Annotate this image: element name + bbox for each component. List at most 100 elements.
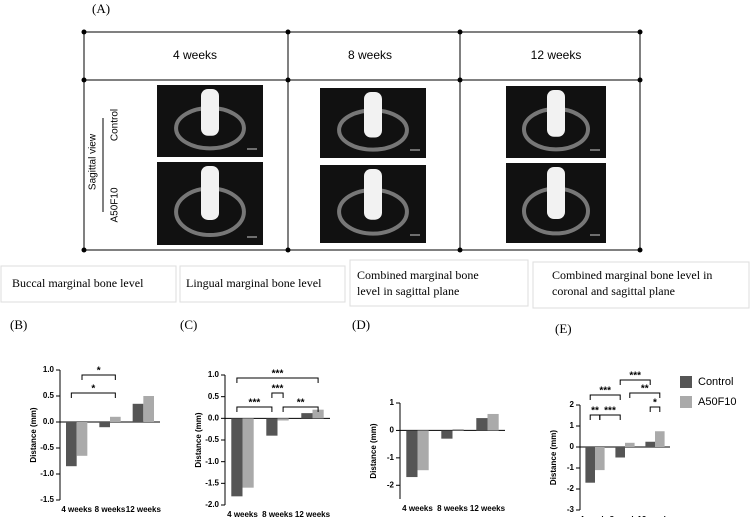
implant bbox=[547, 167, 565, 219]
implant bbox=[547, 90, 565, 137]
sig-label: *** bbox=[629, 371, 641, 382]
bar bbox=[406, 430, 418, 478]
sig-bracket bbox=[649, 406, 661, 412]
bar bbox=[242, 418, 254, 488]
y-tick-label: 0 bbox=[570, 442, 575, 451]
y-tick-label: 1 bbox=[570, 421, 575, 430]
heading-line: coronal and sagittal plane bbox=[552, 284, 675, 298]
panel-label: (E) bbox=[555, 321, 572, 336]
bar bbox=[615, 447, 625, 458]
sig-bracket bbox=[81, 374, 116, 380]
legend-swatch bbox=[680, 396, 692, 408]
x-tick-label: 8 weeks bbox=[95, 505, 126, 514]
x-tick-label: 12 weeks bbox=[470, 504, 506, 513]
y-tick-label: -1 bbox=[567, 463, 575, 472]
x-tick-label: 12 weeks bbox=[126, 505, 162, 514]
sig-label: * bbox=[653, 398, 657, 409]
sig-bracket bbox=[236, 377, 319, 383]
x-tick-label: 4 weeks bbox=[402, 504, 433, 513]
heading-line: Combined marginal bone level in bbox=[552, 268, 712, 282]
bar bbox=[66, 422, 77, 467]
bar bbox=[301, 413, 313, 419]
bar bbox=[645, 441, 655, 447]
bar bbox=[417, 430, 429, 471]
y-tick-label: -1.5 bbox=[40, 495, 54, 504]
bar bbox=[487, 413, 499, 431]
y-tick-label: 1.0 bbox=[208, 370, 220, 379]
chart-heading: Combined marginal bone level in sagittal … bbox=[357, 268, 479, 298]
sig-label: ** bbox=[297, 398, 305, 409]
bar bbox=[132, 403, 144, 422]
bar bbox=[595, 447, 605, 471]
bar bbox=[277, 418, 289, 421]
bar bbox=[655, 431, 665, 447]
grid-dots bbox=[81, 29, 643, 253]
column-label: 8 weeks bbox=[348, 48, 392, 62]
x-tick-label: 8 weeks bbox=[262, 510, 293, 517]
column-label: 4 weeks bbox=[173, 48, 217, 62]
panel-label: (D) bbox=[352, 317, 370, 332]
implant bbox=[364, 92, 382, 138]
y-tick-label: -1 bbox=[387, 453, 395, 462]
panel-grid bbox=[83, 31, 641, 251]
bar bbox=[99, 422, 110, 428]
ct-images bbox=[157, 85, 606, 245]
implant bbox=[364, 169, 382, 220]
heading-boxes bbox=[0, 259, 750, 309]
y-tick-label: 0.0 bbox=[208, 413, 220, 422]
x-tick-label: 12 weeks bbox=[295, 510, 331, 517]
y-tick-label: -0.5 bbox=[40, 443, 54, 452]
sig-label: *** bbox=[272, 384, 284, 395]
y-tick-label: -1.5 bbox=[205, 478, 219, 487]
heading-line: level in sagittal plane bbox=[357, 284, 459, 298]
sig-label: *** bbox=[249, 398, 261, 409]
x-tick-label: 8 weeks bbox=[437, 504, 468, 513]
x-tick-label: 8 weeks bbox=[610, 515, 641, 517]
sig-label: ** bbox=[591, 406, 599, 417]
y-tick-label: 2 bbox=[570, 400, 575, 409]
bar bbox=[312, 409, 324, 419]
x-tick-label: 4 weeks bbox=[580, 515, 611, 517]
chart-heading: Lingual marginal bone level bbox=[186, 276, 322, 290]
bar bbox=[110, 416, 121, 422]
y-tick-label: 0.5 bbox=[43, 391, 55, 400]
bar bbox=[441, 430, 453, 439]
bar bbox=[476, 418, 488, 431]
bar bbox=[452, 429, 464, 431]
sig-label: ** bbox=[641, 384, 649, 395]
bar bbox=[231, 418, 243, 497]
implant bbox=[201, 166, 219, 220]
y-tick-label: 1.0 bbox=[43, 365, 55, 374]
row-label: A50F10 bbox=[110, 187, 121, 222]
x-tick-label: 4 weeks bbox=[227, 510, 258, 517]
chart-heading: Buccal marginal bone level bbox=[12, 276, 144, 290]
y-tick-label: 0.0 bbox=[43, 417, 55, 426]
sig-label: * bbox=[97, 366, 101, 377]
y-tick-label: -2 bbox=[387, 480, 395, 489]
y-tick-label: -2.0 bbox=[205, 500, 219, 509]
sig-label: * bbox=[91, 384, 95, 395]
y-tick-label: 0 bbox=[390, 426, 395, 435]
column-label: 12 weeks bbox=[531, 48, 582, 62]
panel-label: (C) bbox=[180, 317, 197, 332]
y-tick-label: 1 bbox=[390, 398, 395, 407]
sig-bracket bbox=[589, 394, 621, 400]
bar bbox=[143, 396, 154, 422]
y-axis-label: Distance (mm) bbox=[194, 412, 203, 467]
sig-label: *** bbox=[599, 386, 611, 397]
legend-label: A50F10 bbox=[698, 396, 737, 408]
figure-label: (A) bbox=[92, 1, 110, 16]
y-tick-label: -1.0 bbox=[205, 457, 219, 466]
y-axis-label: Distance (mm) bbox=[549, 430, 558, 485]
y-tick-label: -2 bbox=[567, 484, 575, 493]
sig-label: *** bbox=[272, 369, 284, 380]
sig-bracket bbox=[599, 414, 621, 420]
bar bbox=[625, 442, 635, 447]
bar bbox=[266, 418, 278, 436]
y-axis-label: Distance (mm) bbox=[29, 407, 38, 462]
bar bbox=[76, 422, 88, 456]
y-tick-label: -3 bbox=[567, 505, 575, 514]
legend-label: Control bbox=[698, 376, 733, 388]
sig-bracket bbox=[629, 392, 661, 398]
